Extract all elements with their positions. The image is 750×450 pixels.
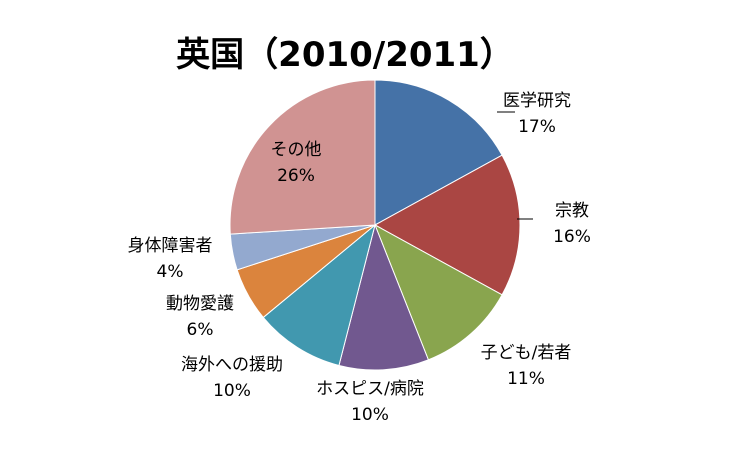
slice-value-7: 4% xyxy=(157,262,184,282)
slice-value-6: 6% xyxy=(187,320,214,340)
slice-value-8: 26% xyxy=(277,166,315,186)
slice-value-2: 16% xyxy=(553,227,591,247)
pie-slices xyxy=(229,79,521,371)
slice-label-2: 宗教 xyxy=(555,201,589,221)
leader-lines xyxy=(497,111,533,220)
slice-value-5: 10% xyxy=(213,381,251,401)
slice-label-7: 身体障害者 xyxy=(128,236,213,256)
slice-value-1: 17% xyxy=(518,117,556,137)
pie-slice-5 xyxy=(262,223,376,367)
pie-slice-3 xyxy=(374,223,503,361)
pie-slice-4 xyxy=(338,223,430,371)
slice-label-3: 子ども/若者 xyxy=(481,343,572,363)
slice-label-4: ホスピス/病院 xyxy=(316,379,424,399)
slice-label-1: 医学研究 xyxy=(503,91,571,111)
chart-title: 英国（2010/2011） xyxy=(176,35,514,75)
slice-label-5: 海外への援助 xyxy=(181,355,283,375)
pie-slice-2 xyxy=(373,154,521,296)
slice-value-4: 10% xyxy=(351,405,389,425)
slice-label-8: その他 xyxy=(271,140,322,160)
slice-labels: 医学研究 17% 宗教 16% 子ども/若者 11% ホスピス/病院 10% 海外への援助 10%… xyxy=(128,91,591,425)
pie-slice-8 xyxy=(229,79,376,235)
slice-label-6: 動物愛護 xyxy=(166,294,234,314)
pie-slice-1 xyxy=(374,79,503,226)
slice-value-3: 11% xyxy=(507,369,545,389)
